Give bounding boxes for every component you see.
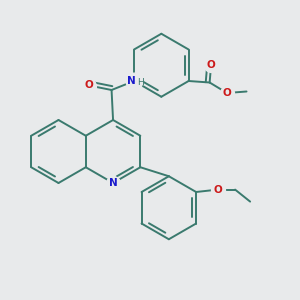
Text: O: O <box>213 184 222 195</box>
Text: O: O <box>223 88 231 98</box>
Text: N: N <box>127 76 136 86</box>
Text: O: O <box>207 60 215 70</box>
Text: H: H <box>137 78 144 87</box>
Text: O: O <box>85 80 93 91</box>
Text: N: N <box>109 178 117 188</box>
